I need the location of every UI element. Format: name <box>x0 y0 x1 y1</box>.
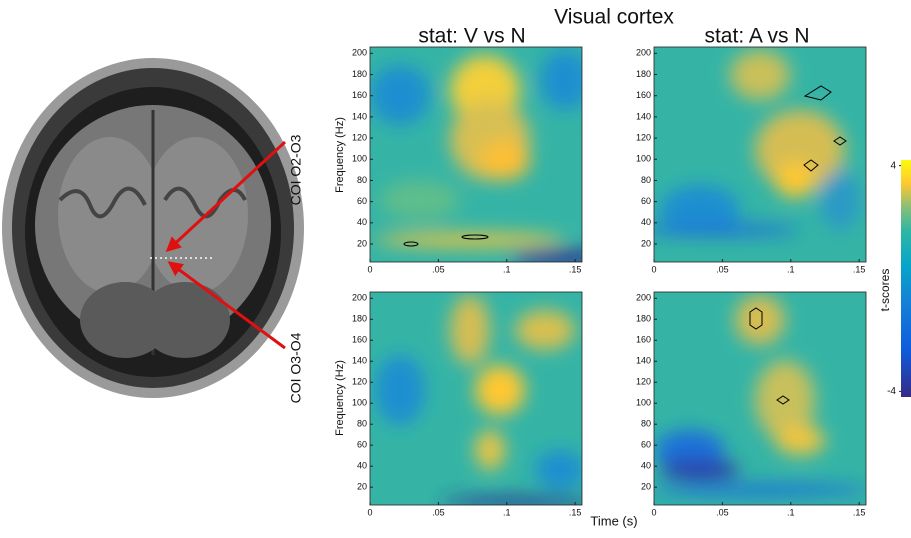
y-tick-label: 200 <box>636 293 651 303</box>
y-tick-label: 200 <box>352 293 367 303</box>
y-tick-label: 40 <box>641 461 651 471</box>
x-tick-label: .1 <box>787 507 795 517</box>
y-tick-label: 100 <box>352 398 367 408</box>
y-tick-label: 140 <box>352 356 367 366</box>
y-axis-label: Frequency (Hz) <box>334 360 346 436</box>
x-tick-label: 0 <box>367 264 372 274</box>
heatmap <box>370 47 610 266</box>
y-tick-label: 120 <box>352 377 367 387</box>
y-tick-label: 160 <box>636 90 651 100</box>
column-title: stat: A vs N <box>704 25 809 48</box>
y-tick-label: 40 <box>357 461 367 471</box>
colorbar-tick-label: -4 <box>887 386 896 397</box>
x-tick-label: .15 <box>853 264 866 274</box>
x-tick-label: .05 <box>716 507 729 517</box>
colorbar-label: t-scores <box>878 269 892 312</box>
y-tick-label: 140 <box>636 111 651 121</box>
y-tick-label: 180 <box>352 69 367 79</box>
x-tick-label: .1 <box>503 507 511 517</box>
channel-label: COI O3-O4 <box>288 332 304 403</box>
x-tick-label: .15 <box>569 264 582 274</box>
y-tick-label: 80 <box>641 419 651 429</box>
figure-title: Visual cortex <box>554 6 674 29</box>
x-tick-label: .1 <box>787 264 795 274</box>
x-tick-label: .05 <box>432 264 445 274</box>
y-tick-label: 180 <box>352 314 367 324</box>
y-tick-label: 160 <box>352 335 367 345</box>
y-tick-label: 120 <box>352 132 367 142</box>
y-tick-label: 80 <box>357 419 367 429</box>
mri-image <box>7 63 299 393</box>
y-tick-label: 120 <box>636 132 651 142</box>
figure: COI O2-O3 COI O3-O4 Visual cortex stat: … <box>0 0 911 533</box>
heatmap <box>370 292 600 507</box>
x-axis-label: Time (s) <box>590 513 637 528</box>
x-tick-label: .15 <box>853 507 866 517</box>
y-tick-label: 80 <box>641 175 651 185</box>
y-tick-label: 100 <box>636 154 651 164</box>
x-tick-label: .15 <box>569 507 582 517</box>
x-tick-label: .05 <box>716 264 729 274</box>
y-tick-label: 20 <box>357 482 367 492</box>
y-tick-label: 200 <box>352 48 367 58</box>
channel-label: COI O2-O3 <box>288 134 304 205</box>
y-axis-label: Frequency (Hz) <box>334 117 346 193</box>
y-tick-label: 160 <box>352 90 367 100</box>
y-tick-label: 40 <box>357 217 367 227</box>
y-tick-label: 180 <box>636 69 651 79</box>
x-tick-label: .05 <box>432 507 445 517</box>
y-tick-label: 20 <box>641 482 651 492</box>
y-tick-label: 60 <box>357 440 367 450</box>
x-tick-label: 0 <box>651 507 656 517</box>
y-tick-label: 140 <box>352 111 367 121</box>
y-tick-label: 60 <box>357 196 367 206</box>
y-tick-label: 200 <box>636 48 651 58</box>
colorbar-tick-label: 4 <box>890 160 896 171</box>
y-tick-label: 20 <box>641 238 651 248</box>
x-tick-label: 0 <box>367 507 372 517</box>
heatmap <box>650 292 870 505</box>
y-tick-label: 160 <box>636 335 651 345</box>
y-tick-label: 60 <box>641 196 651 206</box>
y-tick-label: 100 <box>636 398 651 408</box>
colorbar <box>901 160 911 397</box>
y-tick-label: 100 <box>352 154 367 164</box>
y-tick-label: 80 <box>357 175 367 185</box>
y-tick-label: 140 <box>636 356 651 366</box>
y-tick-label: 40 <box>641 217 651 227</box>
y-tick-label: 120 <box>636 377 651 387</box>
y-tick-label: 180 <box>636 314 651 324</box>
x-tick-label: 0 <box>651 264 656 274</box>
y-tick-label: 60 <box>641 440 651 450</box>
heatmap <box>640 47 866 262</box>
x-tick-label: .1 <box>503 264 511 274</box>
column-title: stat: V vs N <box>418 25 525 48</box>
y-tick-label: 20 <box>357 238 367 248</box>
